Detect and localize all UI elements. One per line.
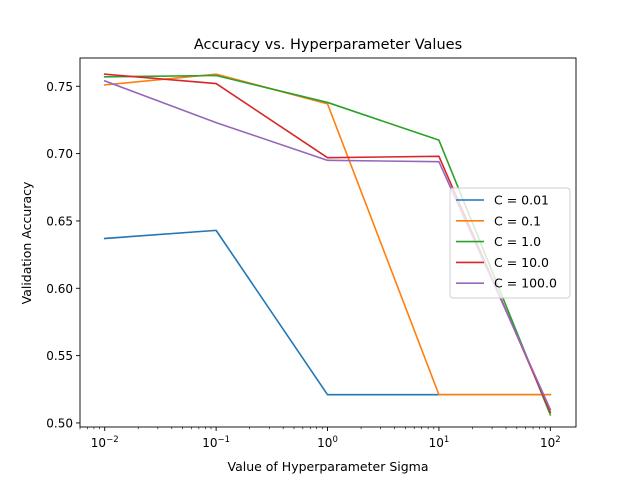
series-line-1 bbox=[103, 73, 552, 396]
x-tick-label-3: 101 bbox=[429, 435, 450, 450]
legend-label-3: C = 10.0 bbox=[494, 255, 549, 270]
x-tick-label-0: 10−2 bbox=[91, 435, 119, 450]
legend-label-1: C = 0.1 bbox=[494, 213, 541, 228]
y-tick-label-4: 0.70 bbox=[46, 147, 73, 161]
y-tick-label-1: 0.55 bbox=[46, 349, 73, 363]
x-tick-label-2: 100 bbox=[317, 435, 338, 450]
axes-frame bbox=[79, 57, 577, 428]
legend-label-2: C = 1.0 bbox=[494, 234, 541, 249]
y-tick-label-0: 0.50 bbox=[46, 416, 73, 430]
x-axis-label: Value of Hyperparameter Sigma bbox=[227, 459, 428, 474]
legend-box bbox=[449, 187, 571, 299]
y-tick-label-5: 0.75 bbox=[46, 80, 73, 94]
y-axis-label: Validation Accuracy bbox=[19, 181, 34, 304]
legend-label-4: C = 100.0 bbox=[494, 276, 557, 291]
chart-title: Accuracy vs. Hyperparameter Values bbox=[194, 37, 462, 53]
plot-area: 0.50 0.55 0.60 0.65 0.70 0.75 10−2 10−1 100 101 10… bbox=[46, 57, 577, 450]
legend-label-0: C = 0.01 bbox=[494, 193, 549, 208]
y-tick-label-2: 0.60 bbox=[46, 282, 73, 296]
y-tick-label-3: 0.65 bbox=[46, 214, 73, 228]
legend: C = 0.01 C = 0.1 C = 1.0 C = 10.0 C = 100.0 bbox=[449, 187, 571, 299]
x-tick-label-1: 10−1 bbox=[202, 435, 230, 450]
x-tick-label-4: 102 bbox=[540, 435, 561, 450]
